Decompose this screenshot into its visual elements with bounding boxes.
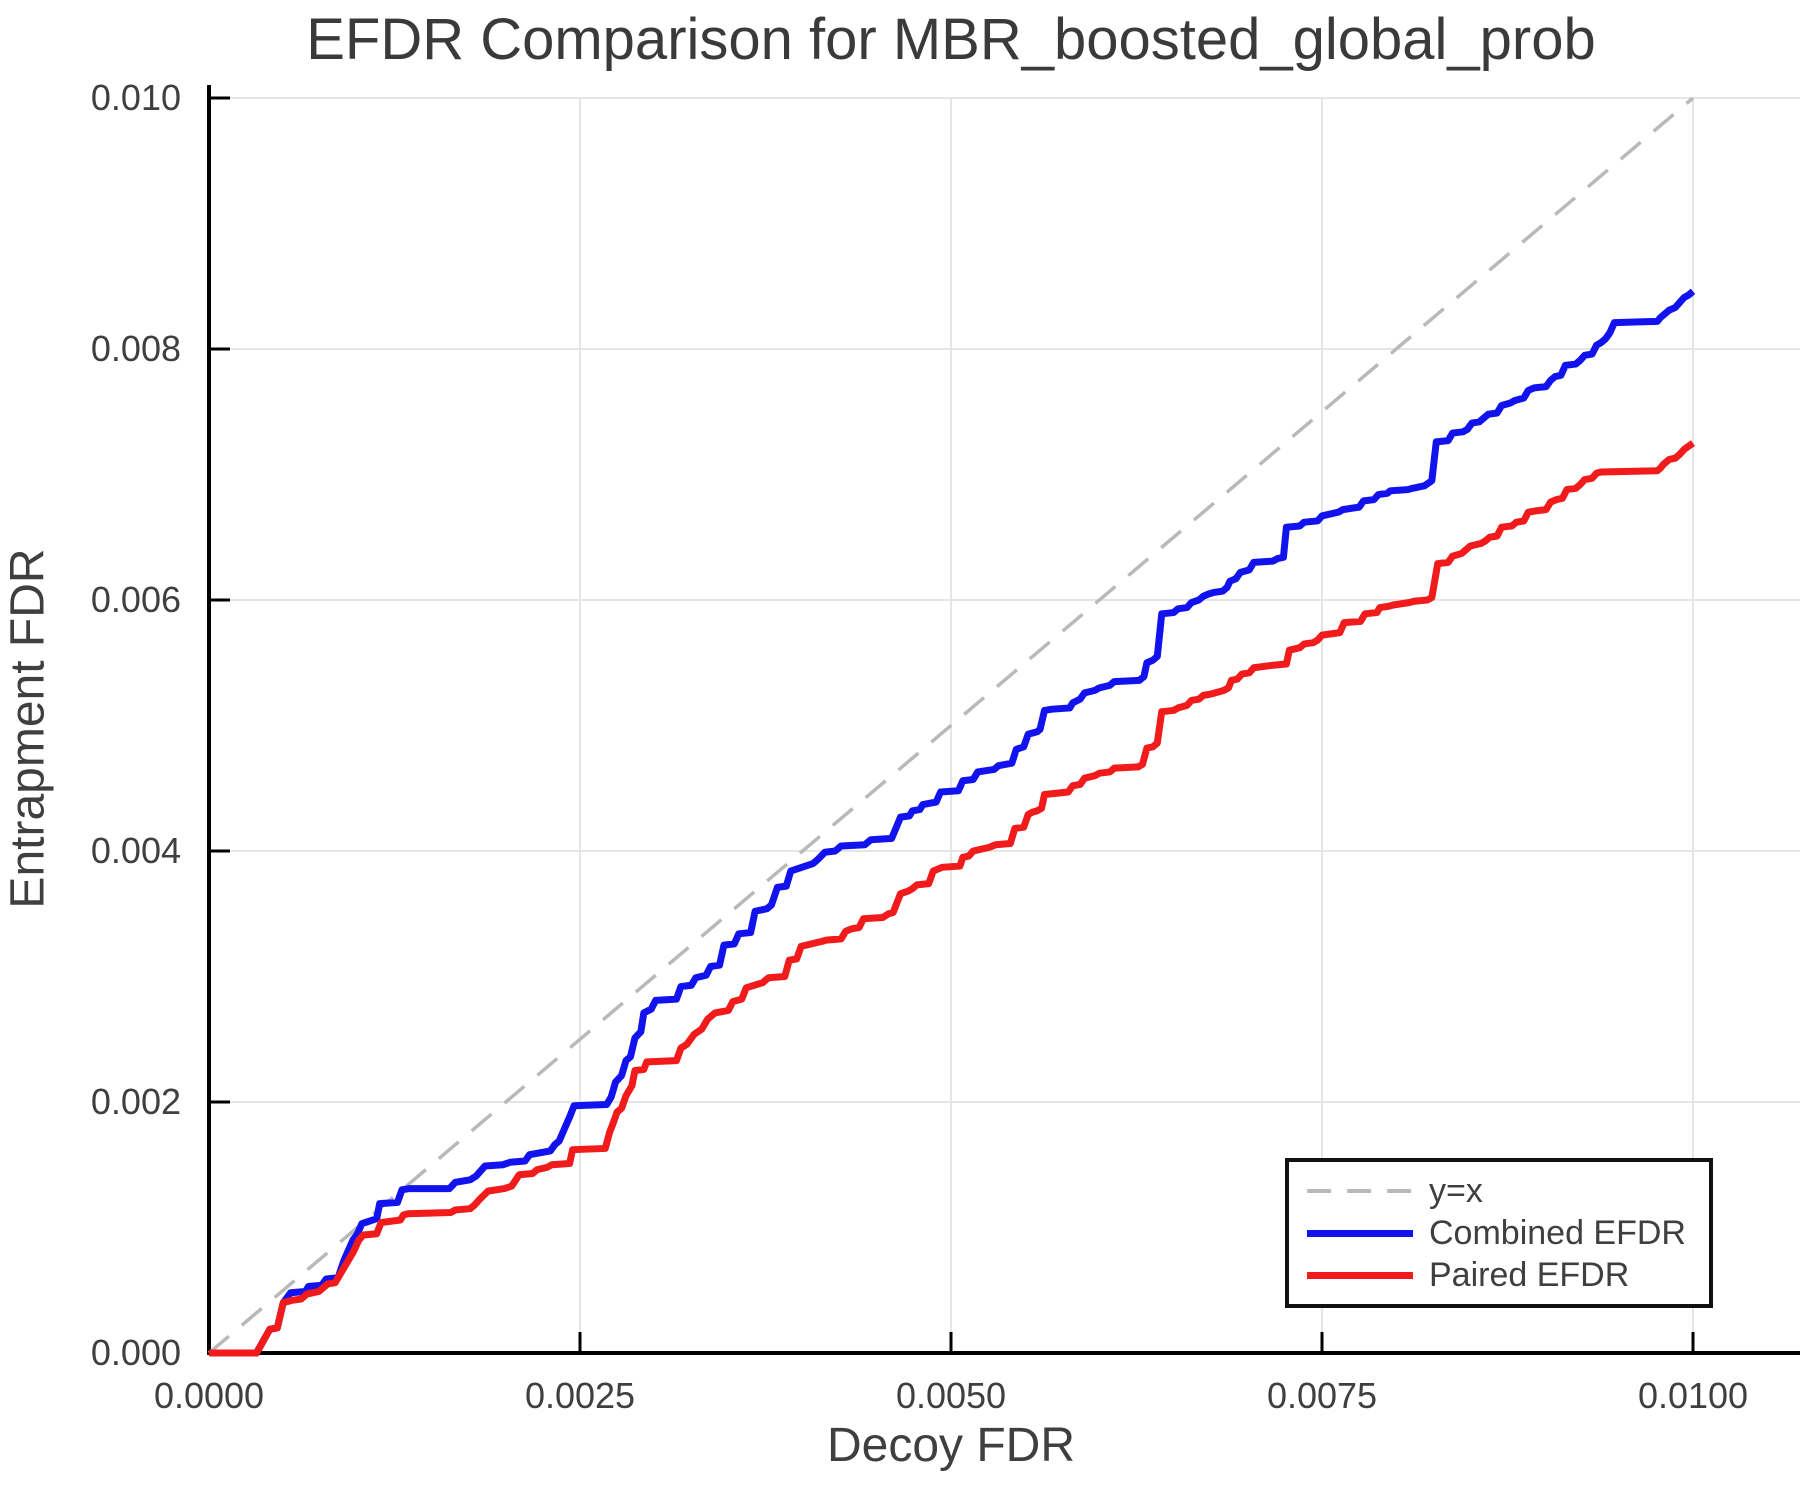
x-tick-label: 0.0000 (154, 1375, 264, 1416)
y-tick-label: 0.000 (91, 1332, 181, 1373)
y-tick-label: 0.004 (91, 830, 181, 871)
legend-item-yx: y=x (1307, 1172, 1709, 1210)
legend-label: y=x (1429, 1172, 1483, 1210)
red-line-sample-icon (1307, 1271, 1413, 1279)
legend-label: Combined EFDR (1429, 1214, 1686, 1252)
y-tick-label: 0.006 (91, 579, 181, 620)
legend: y=x Combined EFDR Paired EFDR (1285, 1158, 1713, 1308)
dashed-line-sample-icon (1307, 1189, 1413, 1193)
combined-efdr-line (209, 288, 1696, 1357)
x-tick-label: 0.0050 (896, 1375, 1006, 1416)
x-tick-label: 0.0100 (1638, 1375, 1748, 1416)
blue-line-sample-icon (1307, 1229, 1413, 1237)
legend-item-paired-efdr: Paired EFDR (1307, 1256, 1709, 1294)
y-tick-label: 0.008 (91, 328, 181, 369)
y-axis-label: Entrapment FDR (1, 548, 55, 909)
x-axis-label: Decoy FDR (826, 1419, 1076, 1472)
y-tick-label: 0.010 (91, 77, 181, 118)
legend-label: Paired EFDR (1429, 1256, 1630, 1294)
identity-line (207, 96, 1695, 1355)
legend-item-combined-efdr: Combined EFDR (1307, 1214, 1709, 1252)
y-tick-label: 0.002 (91, 1081, 181, 1122)
x-tick-label: 0.0075 (1267, 1375, 1377, 1416)
x-tick-label: 0.0025 (525, 1375, 635, 1416)
paired-efdr-line (209, 440, 1696, 1357)
chart-title: EFDR Comparison for MBR_boosted_global_p… (306, 7, 1596, 72)
